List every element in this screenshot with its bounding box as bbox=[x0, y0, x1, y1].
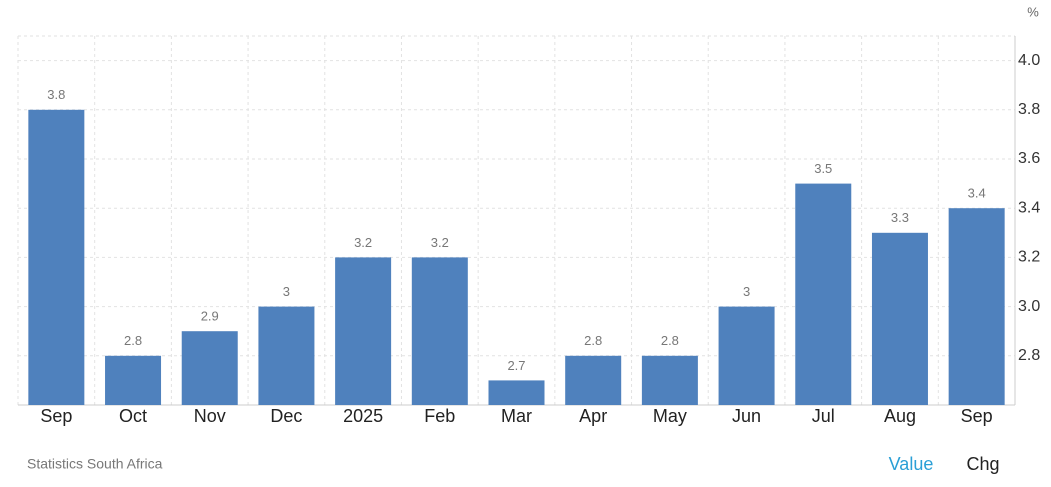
data-label: 2.9 bbox=[201, 309, 219, 324]
bar bbox=[565, 355, 622, 405]
bar bbox=[258, 306, 315, 405]
x-tick-label: Oct bbox=[119, 406, 147, 426]
data-label: 2.8 bbox=[584, 333, 602, 348]
x-tick-label: 2025 bbox=[343, 406, 383, 426]
x-tick-label: Sep bbox=[961, 406, 993, 426]
bar bbox=[641, 355, 698, 405]
x-tick-label: Mar bbox=[501, 406, 532, 426]
bar bbox=[105, 355, 162, 405]
data-label: 2.7 bbox=[507, 358, 525, 373]
bar bbox=[871, 232, 928, 405]
chg-button[interactable]: Chg bbox=[966, 454, 999, 474]
bar bbox=[181, 331, 238, 405]
data-label: 3.2 bbox=[431, 235, 449, 250]
x-tick-label: Dec bbox=[270, 406, 302, 426]
x-tick-label: May bbox=[653, 406, 687, 426]
data-label: 3 bbox=[283, 284, 290, 299]
bar bbox=[948, 208, 1005, 405]
data-label: 3.3 bbox=[891, 210, 909, 225]
value-button[interactable]: Value bbox=[889, 454, 934, 474]
x-tick-label: Sep bbox=[40, 406, 72, 426]
data-label: 2.8 bbox=[124, 333, 142, 348]
bar bbox=[488, 380, 545, 405]
x-tick-label: Jun bbox=[732, 406, 761, 426]
bar bbox=[795, 183, 852, 405]
x-tick-label: Apr bbox=[579, 406, 607, 426]
data-label: 3.2 bbox=[354, 235, 372, 250]
unit-label: % bbox=[1027, 4, 1039, 19]
y-tick-label: 3.4 bbox=[1018, 199, 1040, 216]
x-tick-label: Nov bbox=[194, 406, 226, 426]
y-tick-label: 3.0 bbox=[1018, 298, 1040, 315]
bar bbox=[335, 257, 392, 405]
x-tick-label: Feb bbox=[424, 406, 455, 426]
y-tick-label: 2.8 bbox=[1018, 347, 1040, 364]
bar bbox=[718, 306, 775, 405]
data-label: 2.8 bbox=[661, 333, 679, 348]
x-tick-label: Jul bbox=[812, 406, 835, 426]
x-tick-label: Aug bbox=[884, 406, 916, 426]
data-label: 3.4 bbox=[968, 186, 986, 201]
y-tick-label: 4.0 bbox=[1018, 52, 1040, 69]
data-label: 3.5 bbox=[814, 161, 832, 176]
y-tick-label: 3.2 bbox=[1018, 249, 1040, 266]
source: Statistics South Africa bbox=[27, 456, 163, 472]
y-tick-label: 3.6 bbox=[1018, 150, 1040, 167]
data-label: 3.8 bbox=[47, 87, 65, 102]
bar bbox=[28, 109, 85, 406]
data-label: 3 bbox=[743, 284, 750, 299]
y-tick-label: 3.8 bbox=[1018, 101, 1040, 118]
bar bbox=[411, 257, 468, 405]
